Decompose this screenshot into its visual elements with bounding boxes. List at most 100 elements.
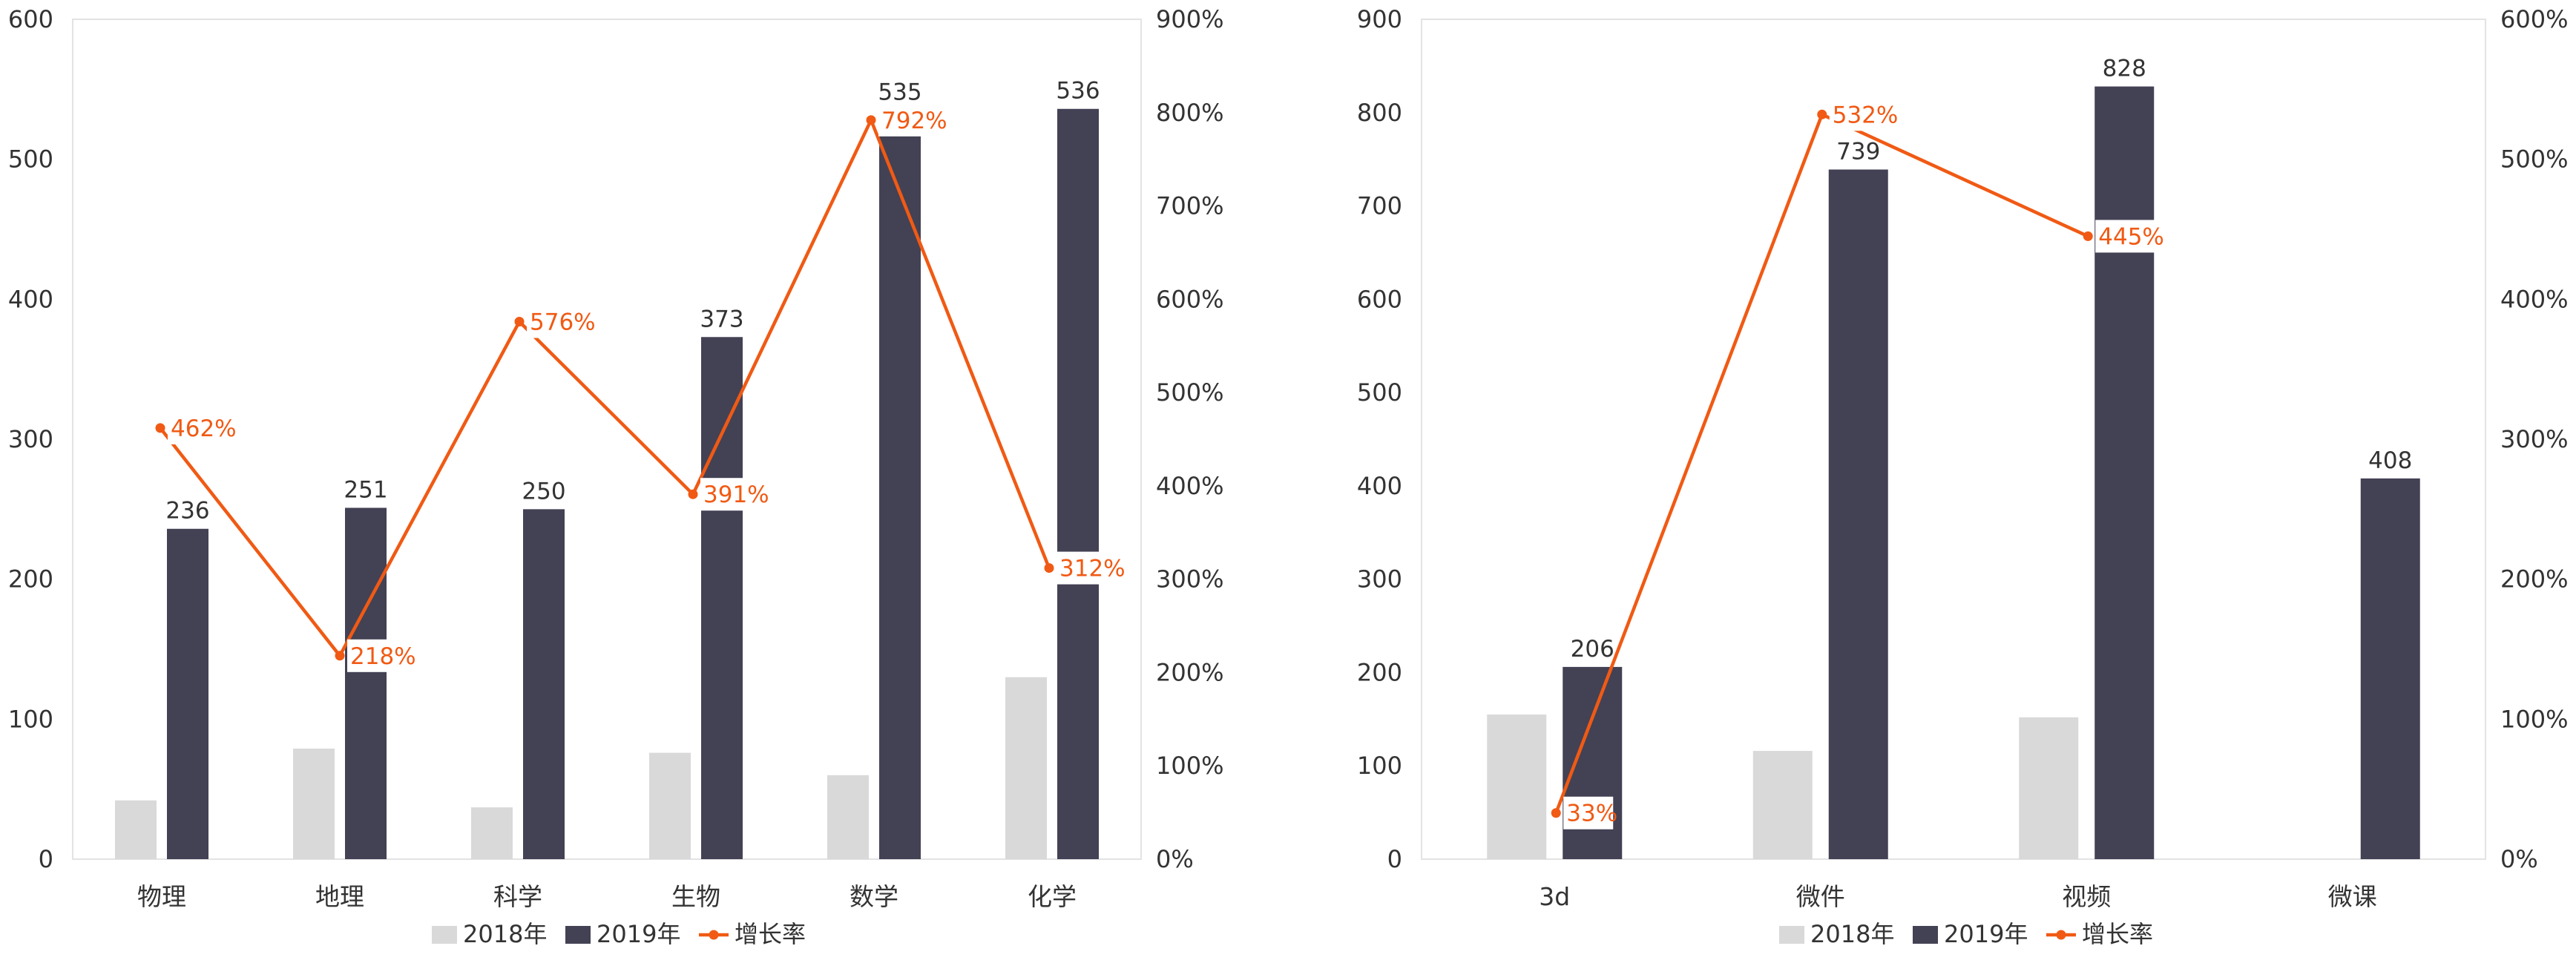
legend: 2018年 2019年 增长率 [432, 920, 806, 948]
growth-label-bg [2095, 220, 2160, 253]
plot-area [1421, 19, 2486, 860]
growth-label-bg [168, 411, 231, 444]
category-label: 视频 [2062, 882, 2111, 911]
legend: 2018年 2019年 增长率 [1779, 920, 2153, 948]
y-tick-label: 500 [1357, 378, 1402, 407]
y2-tick-label: 100% [1156, 752, 1223, 780]
bar-2019 [879, 110, 921, 860]
y-tick-label: 400 [8, 285, 53, 313]
legend-label-2018: 2018年 [463, 920, 547, 948]
growth-point [688, 489, 698, 499]
bar-2019 [701, 337, 743, 860]
bar-2019-value-label: 828 [2103, 56, 2146, 82]
legend-label-growth: 增长率 [735, 920, 806, 948]
bar-2019-value-label: 535 [878, 79, 921, 106]
growth-label-bg [700, 478, 764, 511]
category-label: 3d [1539, 882, 1570, 911]
y2-tick-label: 600% [1156, 285, 1223, 313]
y2-tick-label: 400% [2500, 285, 2568, 313]
legend-label-2019: 2019年 [1944, 920, 2028, 948]
bar-2019 [1563, 666, 1623, 859]
chart-left: 0 100 200 300 400 500 600 0% 100% 200% 300% 400% 500… [8, 5, 1224, 948]
y-tick-label: 700 [1357, 192, 1402, 220]
y-tick-label: 900 [1357, 5, 1402, 33]
growth-value-label: 462% [171, 415, 237, 442]
bar-2018 [293, 748, 335, 859]
y2-tick-label: 900% [1156, 5, 1223, 33]
category-label: 地理 [315, 882, 364, 911]
category-label: 微件 [1796, 882, 1845, 911]
growth-label-bg [878, 103, 942, 137]
y2-tick-label: 400% [1156, 472, 1223, 500]
bar-2019 [2094, 86, 2155, 859]
y2-tick-label: 300% [1156, 565, 1223, 594]
y-tick-label: 0 [39, 845, 53, 873]
y2-tick-label: 200% [1156, 658, 1223, 686]
category-label: 微课 [2328, 882, 2377, 911]
growth-value-label: 33% [1566, 801, 1617, 827]
growth-line [159, 118, 1051, 658]
growth-value-label: 312% [1059, 556, 1126, 582]
legend-marker-growth [709, 930, 719, 940]
y2-tick-label: 200% [2500, 565, 2568, 594]
growth-label-bg [1829, 98, 1893, 131]
bar-2018 [471, 807, 513, 859]
y-tick-label: 100 [1357, 752, 1402, 780]
y2-tick-label: 500% [1156, 378, 1223, 407]
y2-tick-label: 700% [1156, 192, 1223, 220]
bar-2019-value-label: 408 [2368, 447, 2412, 474]
y2-tick-label: 600% [2500, 5, 2568, 33]
y2-tick-label: 100% [2500, 705, 2568, 733]
bar-2019-value-label: 739 [1836, 139, 1880, 165]
legend-swatch-2019 [565, 926, 591, 944]
bar-2019 [1057, 108, 1099, 859]
growth-point [514, 317, 525, 327]
growth-value-label: 532% [1833, 102, 1899, 128]
y2-tick-label: 800% [1156, 99, 1223, 127]
bar-2019 [2360, 478, 2420, 859]
bar-2019 [523, 509, 565, 859]
legend-label-2019: 2019年 [597, 920, 680, 948]
bar-2018 [115, 800, 157, 859]
y-tick-label: 100 [8, 705, 53, 733]
y2-tick-label: 300% [2500, 425, 2568, 453]
bar-2019-value-label: 206 [1571, 636, 1614, 663]
y2-tick-label: 0% [2500, 845, 2538, 873]
y-tick-label: 400 [1357, 472, 1402, 500]
bar-2019-value-label: 373 [700, 306, 743, 332]
growth-line [1554, 113, 2089, 814]
legend-swatch-2019 [1913, 926, 1938, 944]
bar-2019-value-label: 251 [344, 476, 387, 503]
y-tick-label: 600 [8, 5, 53, 33]
legend-swatch-2018 [432, 926, 457, 944]
growth-value-label: 792% [881, 108, 947, 134]
bar-2019 [167, 528, 208, 859]
chart-right: 0 100 200 300 400 500 600 700 800 900 0% 100% 200% 30… [1357, 5, 2569, 948]
growth-point [1044, 563, 1054, 574]
legend-marker-growth [2056, 930, 2066, 940]
category-label: 化学 [1028, 882, 1077, 911]
category-label: 科学 [493, 882, 542, 911]
y-tick-label: 200 [1357, 658, 1402, 686]
bar-2019 [345, 507, 387, 859]
y-tick-label: 0 [1387, 845, 1402, 873]
plot-area [72, 19, 1142, 860]
y-tick-label: 600 [1357, 285, 1402, 313]
growth-label-bg [1563, 796, 1614, 829]
growth-value-label: 576% [530, 309, 596, 336]
growth-value-label: 218% [350, 643, 416, 670]
y-tick-label: 800 [1357, 99, 1402, 127]
bar-2018 [1752, 751, 1813, 859]
y-tick-label: 300 [1357, 565, 1402, 594]
growth-label-bg [527, 305, 591, 338]
growth-point [155, 423, 165, 433]
bar-2018 [649, 752, 691, 859]
growth-point [335, 651, 345, 661]
bar-2018 [2019, 717, 2079, 859]
bar-2019-value-label: 536 [1056, 78, 1100, 105]
bar-2019-value-label: 250 [522, 478, 565, 505]
y-tick-label: 500 [8, 145, 53, 174]
bar-2019-value-label: 236 [165, 498, 209, 525]
growth-point [2083, 231, 2093, 241]
